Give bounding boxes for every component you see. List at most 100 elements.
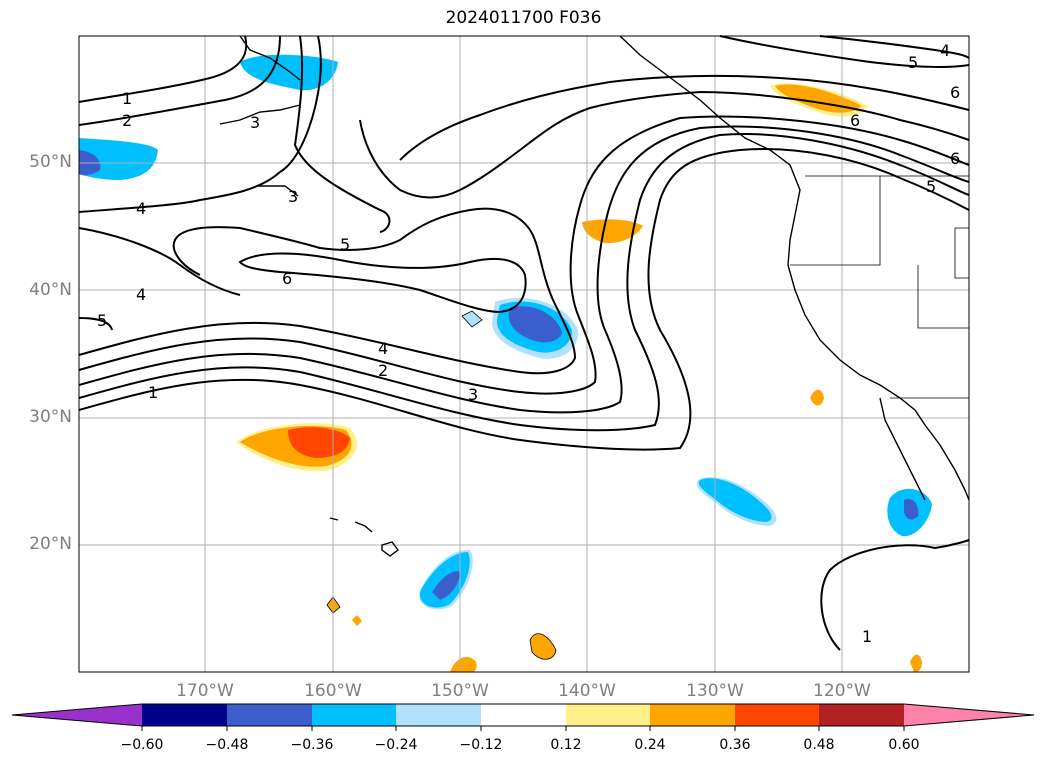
lon-label: 150°W	[431, 681, 489, 701]
contour-line	[78, 207, 577, 375]
contour-line	[78, 133, 970, 432]
contour-label: 3	[250, 113, 260, 132]
contour-label: 4	[940, 41, 950, 60]
colorbar-segment	[312, 704, 396, 726]
shade-orange	[352, 615, 362, 626]
contour-label: 2	[378, 361, 388, 380]
lat-label: 40°N	[29, 280, 72, 300]
contour-line	[78, 227, 241, 296]
contour-line	[238, 252, 527, 314]
colorbar-tick-label: 0.12	[550, 737, 582, 753]
shade-blue	[508, 306, 562, 343]
contour-label: 5	[340, 235, 350, 254]
shade-orange	[910, 654, 922, 672]
contours	[78, 35, 970, 651]
shade-red	[288, 427, 350, 458]
contour-label: 6	[850, 111, 860, 130]
colorbar-tick-label: −0.48	[205, 737, 249, 753]
border-line	[790, 176, 881, 266]
shade-blue	[904, 498, 919, 520]
contour-line	[78, 148, 970, 451]
colorbar-segment	[566, 704, 650, 726]
map-frame	[78, 35, 970, 673]
colorbar-segment	[227, 704, 312, 726]
contour-line	[78, 317, 113, 331]
contour-line	[78, 35, 322, 213]
shade-lightblue	[461, 310, 483, 328]
lat-label: 30°N	[29, 407, 72, 427]
lon-label: 130°W	[686, 681, 744, 701]
colorbar-extend-low	[12, 704, 142, 726]
contour-label: 4	[136, 285, 146, 304]
contour-line	[293, 35, 391, 233]
colorbar-segment	[735, 704, 819, 726]
contour-labels: 1 2 3 3 4 5 6 4 5 4 2 3 1 5 4 6 6 6 5 1	[97, 41, 960, 646]
shade-orange	[529, 633, 557, 660]
political-boundaries	[790, 175, 969, 399]
contour-label: 5	[908, 53, 918, 72]
colorbar-segments	[11, 703, 1035, 727]
lat-label: 50°N	[29, 152, 72, 172]
coastline	[619, 35, 970, 501]
contour-line	[78, 35, 248, 103]
colorbar-tick-label: −0.36	[290, 737, 334, 753]
colorbar-segment	[819, 704, 904, 726]
border-line	[917, 265, 969, 329]
colorbar-tick-label: −0.12	[459, 737, 503, 753]
coastline	[879, 397, 926, 501]
lon-label: 170°W	[176, 681, 234, 701]
contour-line	[820, 539, 970, 651]
shade-cyan	[698, 478, 772, 522]
contour-label: 4	[378, 339, 388, 358]
lon-label: 140°W	[558, 681, 616, 701]
contour-line	[399, 74, 970, 161]
coastline-island	[258, 185, 299, 197]
contour-line	[78, 35, 281, 126]
contour-label: 4	[136, 199, 146, 218]
colorbar-tick-label: −0.24	[374, 737, 418, 753]
contour-label: 6	[950, 83, 960, 102]
contour-line	[819, 35, 970, 59]
lat-label: 20°N	[29, 534, 72, 554]
colorbar-tick-marks	[141, 726, 905, 731]
contour-label: 1	[122, 89, 132, 108]
colorbar-tick-label: 0.24	[634, 737, 666, 753]
colorbar-tick-label: −0.60	[120, 737, 164, 753]
colorbar-segment	[396, 704, 481, 726]
contour-label: 1	[148, 383, 158, 402]
shade-orange	[582, 219, 643, 244]
shade-orange	[450, 657, 477, 672]
plot-title: 2024011700 F036	[445, 8, 602, 28]
shade-blue	[432, 571, 460, 600]
contour-line	[78, 125, 970, 414]
contour-line	[719, 35, 970, 68]
colorbar-segment	[142, 704, 227, 726]
colorbar-extend-high	[904, 704, 1034, 726]
lon-label: 160°W	[304, 681, 362, 701]
contour-label: 5	[97, 311, 107, 330]
contour-label: 5	[926, 177, 936, 196]
colorbar-segment	[650, 704, 735, 726]
gridlines	[79, 36, 969, 672]
coastlines	[219, 35, 970, 557]
border-line	[954, 227, 969, 279]
contour-line	[78, 115, 970, 395]
contour-label: 6	[282, 269, 292, 288]
contour-label: 1	[862, 627, 872, 646]
colorbar-segment	[481, 704, 566, 726]
contour-label: 3	[288, 187, 298, 206]
contour-line	[359, 90, 970, 199]
colorbar-tick-label: 0.60	[888, 737, 920, 753]
contour-label: 2	[122, 111, 132, 130]
colorbar-tick-label: 0.48	[803, 737, 835, 753]
shade-orange	[810, 389, 824, 406]
coastline-aleutians	[219, 104, 301, 125]
contour-label: 3	[468, 385, 478, 404]
colorbar-tick-label: 0.36	[719, 737, 751, 753]
coastline-hawaii	[329, 517, 399, 557]
contour-label: 6	[950, 149, 960, 168]
shaded-fields	[79, 54, 932, 672]
lon-label: 120°W	[813, 681, 871, 701]
